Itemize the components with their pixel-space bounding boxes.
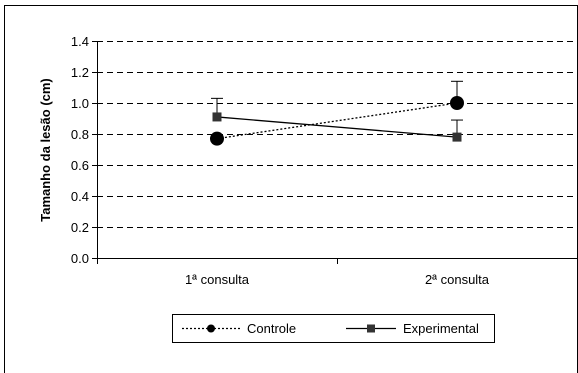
y-tick-label: 0.4 <box>71 189 89 204</box>
y-tick-label: 0.6 <box>71 158 89 173</box>
y-tick-label: 1.4 <box>71 34 89 49</box>
gridlines <box>97 41 577 228</box>
x-tick-label: 1ª consulta <box>185 272 250 287</box>
chart-area-border <box>4 5 578 373</box>
y-axis-title: Tamanho da lesão (cm) <box>38 78 53 222</box>
legend-label-controle: Controle <box>247 321 296 336</box>
legend-marker-controle <box>207 324 215 333</box>
series <box>210 80 464 146</box>
series-experimental <box>211 97 463 142</box>
y-tick-label: 1.0 <box>71 96 89 111</box>
x-tick-label: 2ª consulta <box>425 272 490 287</box>
data-point <box>452 132 462 142</box>
axes: 0.0 0.2 0.4 0.6 0.8 1.0 1.2 1.4 1ª consulta 2ª co… <box>71 34 578 287</box>
data-point <box>450 96 464 110</box>
data-point <box>210 131 224 146</box>
y-tick-label: 0.2 <box>71 220 89 235</box>
legend-marker-experimental <box>367 324 375 333</box>
data-point <box>212 112 222 122</box>
y-tick-label: 0.8 <box>71 127 89 142</box>
y-tick-label: 1.2 <box>71 65 89 80</box>
legend-label-experimental: Experimental <box>403 321 479 336</box>
series-line <box>216 116 458 138</box>
series-line <box>216 102 458 140</box>
legend: Controle Experimental <box>172 314 495 343</box>
series-controle <box>210 80 464 146</box>
y-tick-label: 0.0 <box>71 251 89 266</box>
